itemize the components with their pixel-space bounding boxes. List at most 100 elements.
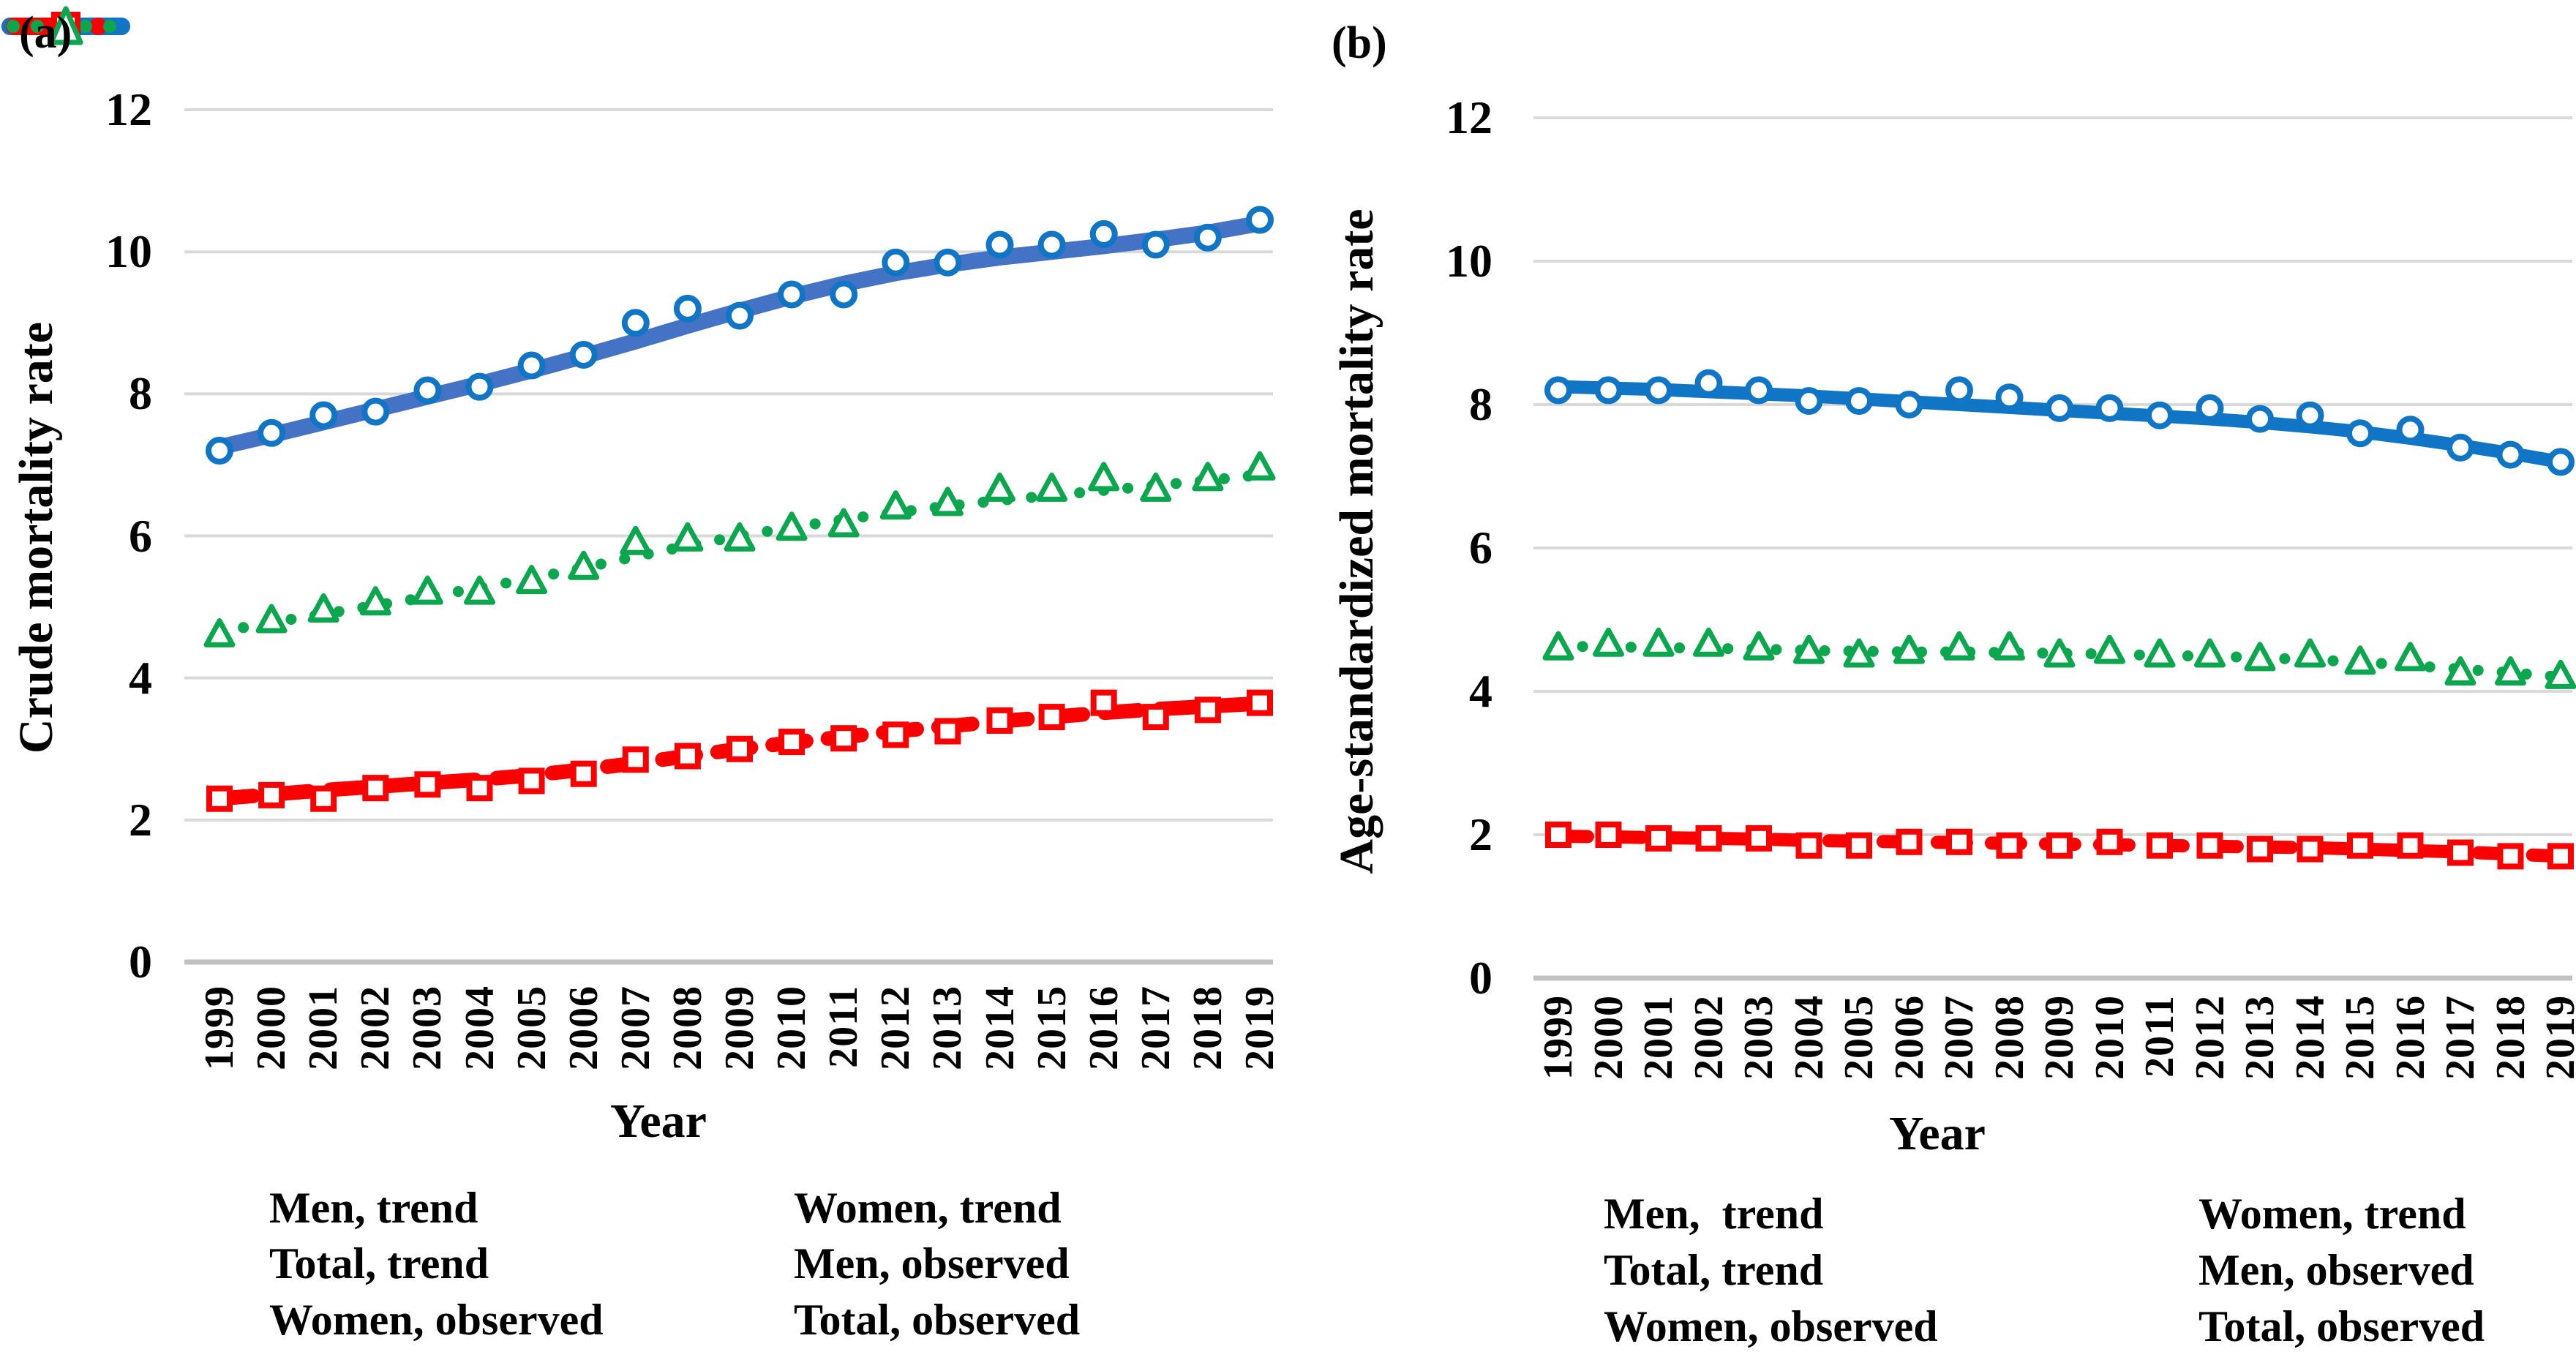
marker-circle [1895,391,1923,418]
marker-circle [2346,419,2374,448]
x-tick-a-2013: 2013 [925,985,971,1070]
marker-triangle [1843,638,1875,668]
marker-square [2547,843,2574,870]
marker-square [726,735,753,762]
marker-circle [1745,376,1773,405]
marker-triangle [1893,634,1925,664]
marker-circle [569,340,598,369]
y-tick-a-12: 12 [105,83,152,136]
marker-triangle [1793,634,1825,664]
y-tick-a-10: 10 [105,225,152,278]
x-tick-a-2014: 2014 [977,985,1023,1070]
x-tick-b-2007: 2007 [1937,995,1982,1080]
legend-label-b-5: Total, observed [2198,1302,2485,1351]
x-tick-b-2015: 2015 [2337,995,2383,1080]
x-tick-b-1999: 1999 [1536,995,1581,1080]
marker-circle [934,248,962,277]
marker-triangle [984,472,1015,502]
x-tick-a-2006: 2006 [560,985,607,1070]
legend-label-a-4: Women, observed [269,1296,604,1344]
x-tick-a-2019: 2019 [1237,985,1283,1070]
marker-triangle [464,575,495,605]
marker-circle [2496,440,2525,469]
marker-square [934,718,961,745]
marker-circle [2046,394,2073,422]
series-a-4-markers [206,689,1273,812]
x-tick-b-2011: 2011 [2137,995,2182,1078]
series-b-4-markers [1545,822,2574,870]
marker-triangle [1542,631,1574,661]
marker-circle [1544,376,1572,405]
marker-square [2196,832,2223,859]
marker-circle [413,376,442,405]
y-tick-b-8: 8 [1469,378,1492,430]
marker-circle [206,437,233,465]
x-tick-b-2009: 2009 [2037,995,2082,1080]
marker-triangle [2094,634,2125,664]
marker-triangle [255,604,288,634]
legend-label-a-5: Total, observed [794,1296,1081,1344]
marker-square [362,775,389,802]
marker-square [2397,832,2424,859]
marker-circle [2196,394,2224,422]
x-tick-a-1999: 1999 [197,985,242,1070]
series-a-5-markers [203,451,1276,647]
marker-square [310,785,337,812]
x-tick-a-2000: 2000 [249,985,295,1070]
x-tick-b-2004: 2004 [1786,995,1832,1080]
y-tick-a-4: 4 [129,651,152,704]
marker-circle [1089,219,1118,248]
x-tick-a-2010: 2010 [769,985,815,1070]
marker-circle [2246,405,2274,433]
marker-circle [1141,230,1170,259]
marker-triangle [307,593,339,623]
marker-triangle [1192,462,1224,492]
marker-circle [621,309,650,337]
marker-circle [1246,206,1274,234]
x-tick-a-2001: 2001 [301,985,347,1070]
legend-label-b-0: Men, trend [1604,1190,1824,1238]
x-tick-b-2006: 2006 [1886,995,1932,1080]
marker-triangle [2144,638,2176,668]
marker-triangle [1943,631,1975,661]
marker-square [1545,822,1571,848]
marker-square [2447,839,2474,866]
marker-triangle [1140,472,1172,502]
y-tick-a-2: 2 [129,793,152,846]
panel-a-x-axis-title: Year [610,1094,707,1148]
legend-swatch-b-triangle [48,6,83,45]
x-tick-b-2003: 2003 [1736,995,1781,1080]
marker-square [986,707,1013,734]
x-tick-b-2014: 2014 [2287,995,2333,1080]
marker-triangle [931,487,964,517]
y-tick-b-6: 6 [1469,522,1492,574]
marker-square [1142,704,1169,731]
marker-triangle [776,511,808,541]
marker-triangle [2194,638,2226,668]
marker-square [2096,828,2123,855]
marker-square [2347,832,2373,859]
x-tick-a-2011: 2011 [821,985,867,1068]
marker-square [1695,825,1722,852]
marker-circle [1945,376,1973,405]
marker-triangle [2545,659,2576,689]
marker-triangle [359,586,391,616]
x-tick-b-2016: 2016 [2387,995,2433,1080]
y-tick-b-0: 0 [1469,952,1492,1004]
legend-label-a-1: Women, trend [794,1184,1062,1232]
x-tick-a-2003: 2003 [405,985,451,1070]
marker-square [466,775,493,802]
marker-circle [2396,416,2425,444]
legend-label-b-3: Men, observed [2198,1246,2474,1294]
marker-triangle [568,550,600,580]
marker-triangle [1036,472,1068,502]
x-tick-a-2007: 2007 [612,985,658,1070]
y-tick-a-8: 8 [129,367,152,420]
marker-square [1896,828,1923,855]
x-tick-b-2017: 2017 [2438,995,2483,1080]
marker-square [1645,825,1672,852]
x-tick-b-2018: 2018 [2487,995,2534,1080]
legend-label-b-4: Women, observed [1604,1302,1938,1351]
marker-circle [361,397,390,426]
marker-triangle [1593,627,1624,657]
